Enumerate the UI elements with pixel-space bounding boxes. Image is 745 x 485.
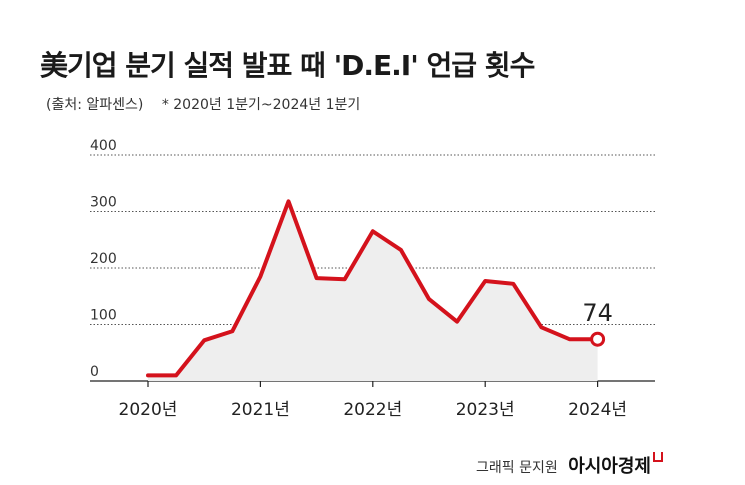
chart-title: 美기업 분기 실적 발표 때 'D.E.I' 언급 횟수 [40, 49, 535, 82]
brand-logo: 아시아경제 [568, 456, 651, 477]
last-point-marker [590, 331, 606, 347]
credit: 그래픽 문지원 아시아경제 [476, 452, 663, 478]
y-tick-label: 0 [90, 364, 99, 380]
source-note: (출처: 알파센스) [46, 97, 144, 113]
x-axis: 2020년 2021년 2022년 2023년 2024년 [119, 400, 628, 420]
x-tick-label: 2024년 [568, 400, 627, 420]
y-axis: 0 100 200 300 400 [90, 138, 117, 380]
area-fill [148, 201, 598, 381]
x-ticks [147, 381, 599, 387]
period-note: * 2020년 1분기~2024년 1분기 [161, 97, 361, 113]
y-tick-label: 400 [90, 138, 117, 154]
subtitle-row: (출처: 알파센스) * 2020년 1분기~2024년 1분기 [46, 94, 374, 114]
y-tick-label: 200 [90, 251, 117, 267]
graphic-credit: 그래픽 문지원 [476, 460, 558, 476]
x-tick-label: 2020년 [119, 400, 178, 420]
y-tick-label: 100 [90, 308, 117, 324]
x-tick-label: 2023년 [456, 400, 515, 420]
y-tick-label: 300 [90, 195, 117, 211]
x-tick-label: 2022년 [343, 400, 402, 420]
last-value-label: 74 [582, 299, 613, 327]
series-line [146, 199, 600, 378]
x-tick-label: 2021년 [231, 400, 290, 420]
brand-mark-icon [653, 452, 663, 462]
